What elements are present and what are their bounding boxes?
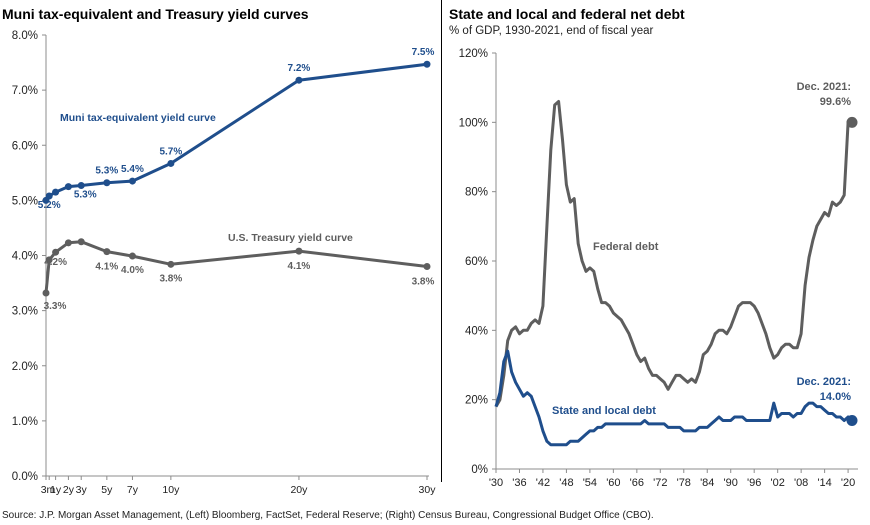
data-point (52, 248, 60, 256)
data-point (52, 188, 60, 196)
data-point (45, 192, 53, 200)
end-label: Dec. 2021: (797, 81, 851, 93)
x-tick-label: '84 (700, 477, 714, 489)
data-point (64, 239, 72, 247)
data-label: 5.3% (95, 166, 118, 177)
x-tick-label: '78 (677, 477, 691, 489)
data-point (77, 181, 85, 189)
x-tick-label: 10y (162, 484, 180, 496)
y-tick-label: 80% (465, 187, 488, 199)
series-line (44, 240, 428, 294)
x-tick-label: 3y (76, 484, 88, 496)
data-point (42, 289, 50, 297)
x-tick-label: '90 (724, 477, 738, 489)
y-tick-label: 4.0% (12, 251, 38, 263)
data-point (167, 159, 175, 167)
data-label: 5.3% (74, 189, 97, 200)
series-label: Muni tax-equivalent yield curve (60, 112, 216, 124)
data-point (295, 76, 303, 84)
end-value-label: 99.6% (820, 96, 851, 108)
left-chart-title: Muni tax-equivalent and Treasury yield c… (2, 6, 309, 22)
y-tick-label: 0% (471, 464, 488, 476)
series-label: U.S. Treasury yield curve (228, 232, 353, 244)
x-tick-label: '48 (559, 477, 573, 489)
y-tick-label: 3.0% (12, 306, 38, 318)
data-label: 5.2% (38, 200, 61, 211)
x-tick-label: '96 (747, 477, 761, 489)
data-label: 4.2% (44, 257, 67, 268)
y-tick-label: 40% (465, 325, 488, 337)
source-note: Source: J.P. Morgan Asset Management, (L… (2, 510, 654, 521)
data-label: 4.1% (95, 262, 118, 273)
data-point (167, 260, 175, 268)
series-label: Federal debt (593, 241, 659, 253)
series-line (44, 62, 428, 202)
panel-divider (441, 0, 442, 482)
end-point (846, 116, 858, 128)
y-tick-label: 120% (459, 48, 488, 60)
data-point (423, 60, 431, 68)
y-tick-label: 1.0% (12, 416, 38, 428)
data-label: 3.3% (44, 301, 67, 312)
data-point (128, 252, 136, 260)
x-tick-label: '08 (794, 477, 808, 489)
net-debt-chart: 0% 20% 40% 60% 80% 100% 120% '30 '36 '42 '48 '54 '60… (459, 48, 858, 489)
y-tick-label: 6.0% (12, 140, 38, 152)
x-tick-label: '42 (536, 477, 550, 489)
x-tick-label: '02 (770, 477, 784, 489)
x-tick-label: '60 (606, 477, 620, 489)
data-point (103, 179, 111, 187)
x-tick-label: 20y (290, 484, 308, 496)
data-point (77, 238, 85, 246)
x-tick-label: 5y (101, 484, 113, 496)
data-label: 7.5% (412, 47, 435, 58)
data-label: 5.4% (121, 164, 144, 175)
y-tick-label: 7.0% (12, 85, 38, 97)
data-label: 3.8% (159, 273, 182, 284)
y-tick-label: 0.0% (12, 471, 38, 483)
series-line (494, 100, 852, 408)
data-label: 3.8% (412, 277, 435, 288)
data-point (64, 183, 72, 191)
x-tick-label: 3m (41, 484, 56, 496)
x-tick-label: 2y (63, 484, 75, 496)
data-point (295, 247, 303, 255)
x-tick-label: '20 (841, 477, 855, 489)
data-point (45, 256, 53, 264)
series-label: State and local debt (552, 405, 656, 417)
x-tick-label: '30 (489, 477, 503, 489)
x-tick-label: 7y (127, 484, 139, 496)
data-label: 7.2% (288, 63, 311, 74)
y-tick-label: 2.0% (12, 361, 38, 373)
x-tick-label: '36 (512, 477, 526, 489)
series-line (494, 349, 854, 447)
data-point (423, 263, 431, 271)
x-tick-label: '14 (817, 477, 831, 489)
x-tick-label: '66 (630, 477, 644, 489)
x-tick-label: 30y (419, 484, 437, 496)
y-tick-label: 5.0% (12, 195, 38, 207)
data-label: 4.1% (288, 261, 311, 272)
y-tick-label: 20% (465, 395, 488, 407)
data-point (103, 248, 111, 256)
y-tick-label: 100% (459, 117, 488, 129)
x-tick-label: '72 (653, 477, 667, 489)
right-chart-subtitle: % of GDP, 1930-2021, end of fiscal year (449, 25, 654, 37)
data-point (128, 177, 136, 185)
right-chart-title: State and local and federal net debt (449, 6, 685, 22)
data-label: 5.7% (159, 146, 182, 157)
y-tick-label: 60% (465, 256, 488, 268)
end-point (846, 414, 858, 426)
y-tick-label: 8.0% (12, 30, 38, 42)
end-value-label: 14.0% (820, 391, 851, 403)
x-tick-label: 1y (50, 484, 62, 496)
end-label: Dec. 2021: (797, 376, 851, 388)
data-label: 4.0% (121, 265, 144, 276)
x-tick-label: '54 (583, 477, 597, 489)
yield-curve-chart: 0.0% 1.0% 2.0% 3.0% 4.0% 5.0% 6.0% 7.0% 8.0% 3m1y… (12, 30, 437, 496)
